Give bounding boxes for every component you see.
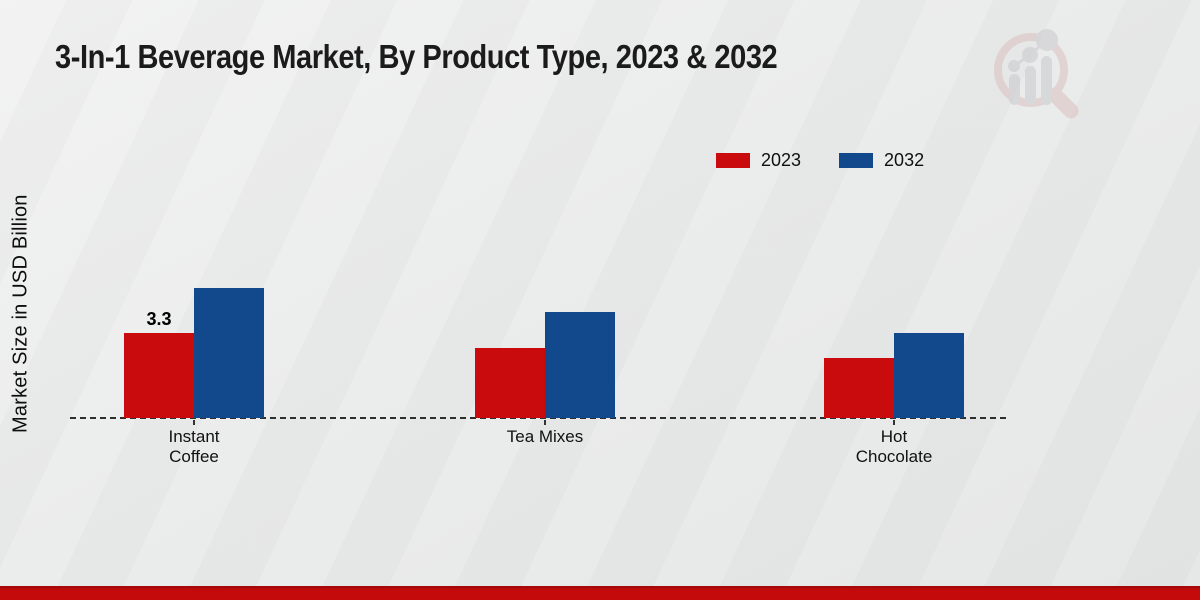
x-axis-tick-hot-chocolate [893,420,895,425]
chart-legend: 2023 2032 [716,150,924,171]
x-tick-label-hot-chocolate: Hot Chocolate [855,427,933,466]
bar-2032-hot-chocolate [894,333,964,418]
chart-title: 3-In-1 Beverage Market, By Product Type,… [55,38,778,75]
trend-dot-large [1036,29,1058,51]
x-axis-tick-instant-coffee [193,420,195,425]
legend-swatch-2032 [839,153,874,168]
footer-accent-strip [0,586,1200,600]
bar-small [1009,74,1020,105]
bar-2032-tea-mixes [545,312,615,418]
bar-2023-hot-chocolate [824,358,894,418]
bar-value-label-2023-instant-coffee: 3.3 [146,309,172,329]
magnifier-bar-chart-watermark-icon [994,29,1079,119]
legend-swatch-2023 [716,153,750,168]
bar-tall [1041,56,1052,105]
bar-2032-instant-coffee [194,288,264,418]
x-tick-label-tea-mixes: Tea Mixes [506,427,584,446]
bar-2023-tea-mixes [475,348,545,418]
legend-item-2032: 2032 [839,150,924,171]
trend-dot-medium [1022,47,1038,63]
magnifier-handle [1047,87,1079,119]
x-axis-baseline [70,417,1006,419]
legend-item-2023: 2023 [716,150,801,171]
bar-medium [1025,66,1036,105]
bar-2023-instant-coffee [124,333,194,418]
legend-label: 2032 [884,150,925,170]
trend-dot-small [1008,60,1020,72]
x-axis-tick-tea-mixes [544,420,546,425]
legend-label: 2023 [761,150,802,170]
x-tick-label-instant-coffee: Instant Coffee [168,427,220,466]
